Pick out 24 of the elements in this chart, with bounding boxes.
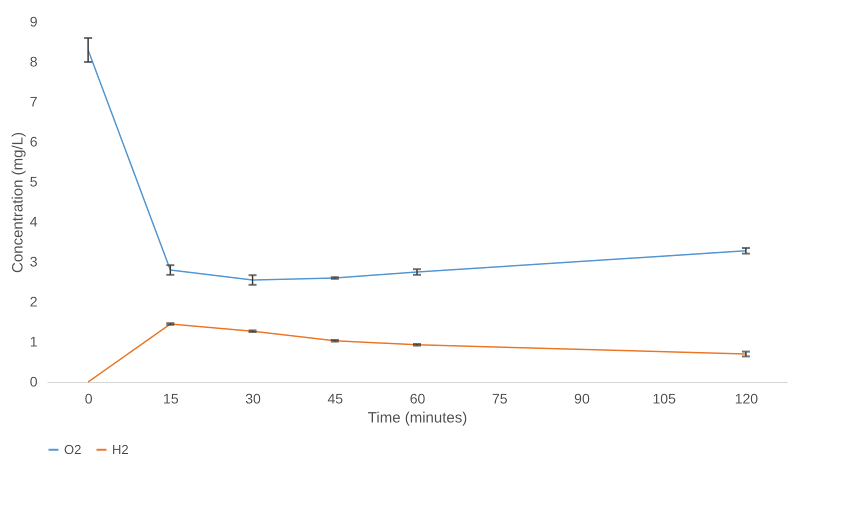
x-tick-label: 45 [327, 390, 344, 406]
x-tick-label: 60 [410, 390, 426, 406]
x-tick-label: 120 [734, 390, 758, 406]
x-tick-label: 15 [163, 390, 179, 406]
y-tick-label: 3 [30, 254, 38, 270]
y-tick-label: 9 [30, 14, 38, 30]
x-tick-label: 75 [492, 390, 508, 406]
line-series [87, 49, 747, 281]
legend-label: H2 [112, 442, 129, 457]
x-tick-label: 0 [84, 390, 93, 406]
x-tick-label: 105 [652, 390, 676, 406]
y-tick-label: 4 [30, 214, 38, 230]
y-axis-title: Concentration (mg/L) [10, 132, 27, 273]
x-axis-title: Time (minutes) [368, 410, 468, 426]
x-tick-label: 30 [245, 390, 262, 406]
x-tick-label: 90 [574, 390, 590, 406]
y-tick-label: 7 [30, 94, 38, 110]
y-tick-label: 2 [30, 294, 38, 310]
y-tick-label: 5 [30, 174, 38, 190]
legend-label: O2 [64, 442, 82, 457]
y-tick-label: 8 [30, 54, 38, 70]
y-tick-label: 1 [30, 334, 38, 350]
y-tick-label: 0 [30, 374, 38, 390]
y-tick-label: 6 [30, 134, 38, 150]
